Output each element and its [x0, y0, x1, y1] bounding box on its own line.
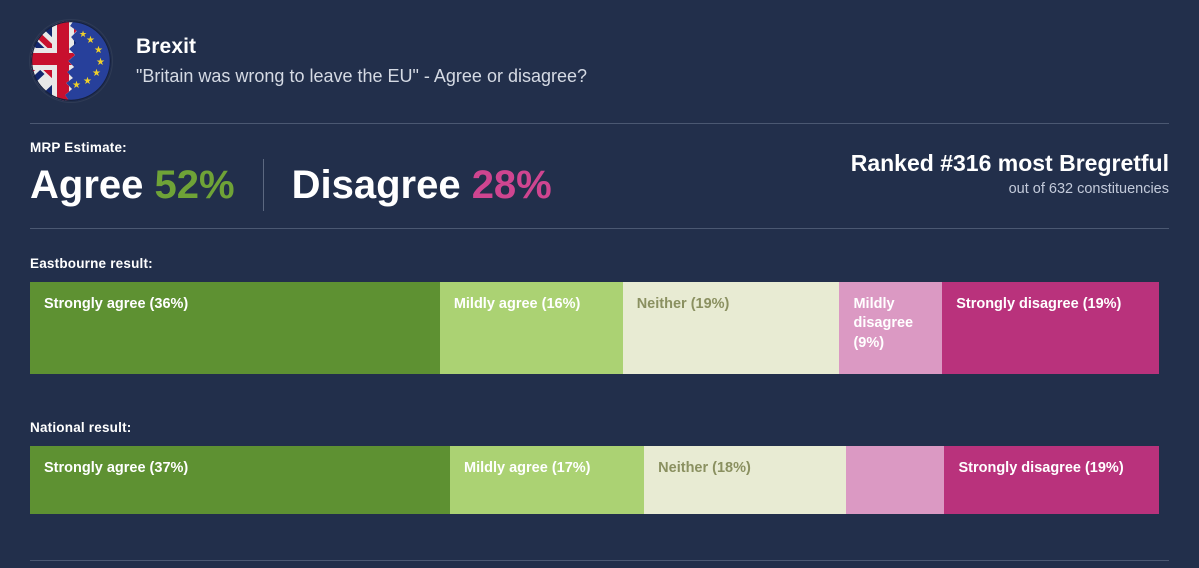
disagree-figure: Disagree 28%: [292, 162, 552, 208]
disagree-word: Disagree: [291, 163, 461, 207]
svg-text:★: ★: [72, 80, 81, 91]
bar-segment-mildly-agree[interactable]: Mildly agree (16%): [439, 282, 623, 374]
bar-segment-label: Strongly disagree (19%): [958, 460, 1124, 476]
national-stacked-bar: Strongly agree (37%) Mildly agree (17%) …: [30, 446, 1159, 514]
agree-figure: Agree 52%: [30, 162, 235, 208]
figures-divider: [262, 159, 264, 211]
ranking-title: Ranked #316 most Bregretful: [850, 150, 1169, 176]
svg-text:★: ★: [94, 45, 103, 56]
bar-segment-mildly-agree[interactable]: Mildly agree (17%): [449, 446, 645, 514]
mrp-estimate-section: MRP Estimate: Agree 52% Disagree 28% Ran…: [30, 140, 1169, 211]
bar-segment-label: Mildly agree (16%): [453, 296, 581, 312]
agree-word: Agree: [30, 163, 144, 207]
svg-text:★: ★: [79, 29, 87, 39]
header: ★ ★ ★ ★ ★ ★ ★: [30, 0, 1169, 102]
eastbourne-stacked-bar: Strongly agree (36%) Mildly agree (16%) …: [30, 282, 1159, 374]
bar-segment-label: [846, 446, 860, 459]
bar-segment-mildly-disagree[interactable]: [846, 446, 945, 514]
bar-segment-label: Neither (19%): [636, 296, 730, 312]
bar-segment-mildly-disagree[interactable]: Mildly disagree (9%): [839, 282, 943, 374]
bar-segment-label: Mildly agree (17%): [463, 460, 591, 476]
bar-segment-label: Strongly agree (37%): [44, 460, 189, 476]
bar-segment-label: Mildly disagree (9%): [853, 296, 914, 351]
mrp-figures-group: MRP Estimate: Agree 52% Disagree 28%: [30, 140, 552, 211]
ranking-group: Ranked #316 most Bregretful out of 632 c…: [851, 140, 1169, 197]
disagree-percent: 28%: [471, 163, 552, 207]
bar-segment-label: Neither (18%): [658, 460, 751, 476]
svg-text:★: ★: [92, 68, 101, 79]
bar-segment-label: Strongly agree (36%): [44, 296, 189, 312]
svg-text:★: ★: [96, 57, 105, 68]
agree-percent: 52%: [154, 163, 235, 207]
bar-segment-label: Strongly disagree (19%): [956, 296, 1122, 312]
header-text: Brexit "Britain was wrong to leave the E…: [136, 34, 587, 89]
ranking-subtitle: out of 632 constituencies: [1008, 180, 1169, 197]
svg-text:★: ★: [83, 76, 92, 87]
bar-segment-strongly-disagree[interactable]: Strongly disagree (19%): [944, 446, 1159, 514]
national-result-label: National result:: [30, 420, 132, 435]
bar-segment-neither[interactable]: Neither (19%): [622, 282, 840, 374]
svg-text:★: ★: [86, 35, 95, 46]
bar-segment-strongly-agree[interactable]: Strongly agree (36%): [30, 282, 440, 374]
eastbourne-result-label: Eastbourne result:: [30, 256, 153, 271]
bar-segment-strongly-agree[interactable]: Strongly agree (37%): [30, 446, 450, 514]
page-title: Brexit: [136, 34, 197, 58]
eastbourne-result-block: Eastbourne result: Strongly agree (36%) …: [30, 256, 1169, 374]
bar-segment-neither[interactable]: Neither (18%): [644, 446, 847, 514]
divider-middle: [30, 228, 1169, 229]
national-result-block: National result: Strongly agree (37%) Mi…: [30, 420, 1169, 514]
uk-eu-torn-flag-icon: ★ ★ ★ ★ ★ ★ ★: [30, 20, 112, 102]
bar-segment-strongly-disagree[interactable]: Strongly disagree (19%): [942, 282, 1159, 374]
page-subtitle: "Britain was wrong to leave the EU" - Ag…: [136, 65, 588, 86]
mrp-estimate-label: MRP Estimate:: [30, 140, 127, 155]
divider-top: [30, 123, 1169, 124]
divider-bottom: [30, 560, 1169, 561]
